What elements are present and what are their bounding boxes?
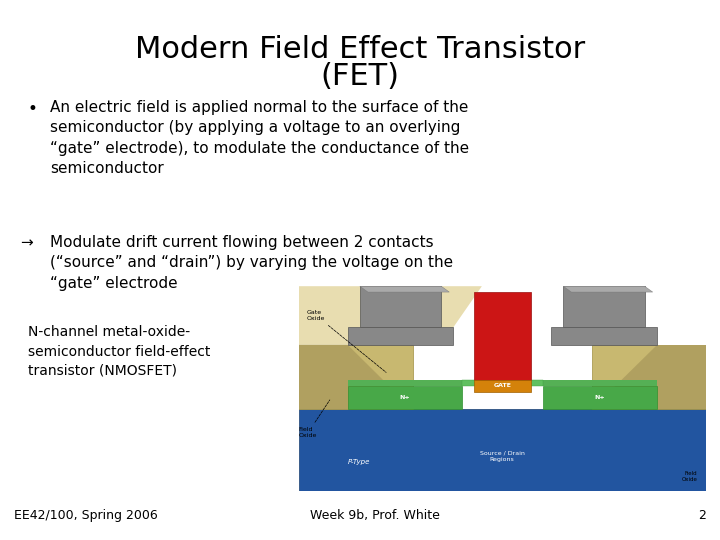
Text: Gate
Oxide: Gate Oxide bbox=[307, 310, 386, 373]
Polygon shape bbox=[299, 409, 706, 491]
Text: 2: 2 bbox=[698, 509, 706, 522]
Polygon shape bbox=[348, 327, 454, 345]
Polygon shape bbox=[563, 286, 644, 327]
Polygon shape bbox=[592, 345, 706, 409]
Text: N+: N+ bbox=[400, 395, 410, 400]
Polygon shape bbox=[348, 386, 462, 409]
Text: Modulate drift current flowing between 2 contacts
(“source” and “drain”) by vary: Modulate drift current flowing between 2… bbox=[50, 235, 453, 291]
Text: N-channel metal-oxide-
semiconductor field-effect
transistor (NMOSFET): N-channel metal-oxide- semiconductor fie… bbox=[28, 325, 210, 378]
Polygon shape bbox=[360, 286, 449, 292]
Text: Field
Oxide: Field Oxide bbox=[299, 400, 330, 438]
Text: •: • bbox=[28, 100, 38, 118]
Text: Source / Drain
Regions: Source / Drain Regions bbox=[480, 450, 525, 462]
Polygon shape bbox=[474, 380, 531, 392]
Polygon shape bbox=[474, 292, 531, 380]
Polygon shape bbox=[360, 286, 441, 327]
Text: (FET): (FET) bbox=[320, 62, 400, 91]
Text: EE42/100, Spring 2006: EE42/100, Spring 2006 bbox=[14, 509, 158, 522]
Polygon shape bbox=[551, 327, 657, 345]
Text: →: → bbox=[20, 235, 32, 250]
Polygon shape bbox=[543, 386, 657, 409]
Polygon shape bbox=[299, 345, 413, 409]
Polygon shape bbox=[348, 380, 657, 386]
Polygon shape bbox=[299, 345, 413, 409]
Text: Modern Field Effect Transistor: Modern Field Effect Transistor bbox=[135, 35, 585, 64]
Text: An electric field is applied normal to the surface of the
semiconductor (by appl: An electric field is applied normal to t… bbox=[50, 100, 469, 176]
Polygon shape bbox=[592, 345, 706, 409]
Polygon shape bbox=[462, 380, 543, 386]
Text: P-Type: P-Type bbox=[348, 459, 370, 465]
Text: GATE: GATE bbox=[493, 383, 511, 388]
Polygon shape bbox=[299, 286, 482, 345]
Polygon shape bbox=[563, 286, 653, 292]
Text: Field
Oxide: Field Oxide bbox=[682, 471, 698, 482]
Text: N+: N+ bbox=[595, 395, 605, 400]
Text: Week 9b, Prof. White: Week 9b, Prof. White bbox=[310, 509, 440, 522]
